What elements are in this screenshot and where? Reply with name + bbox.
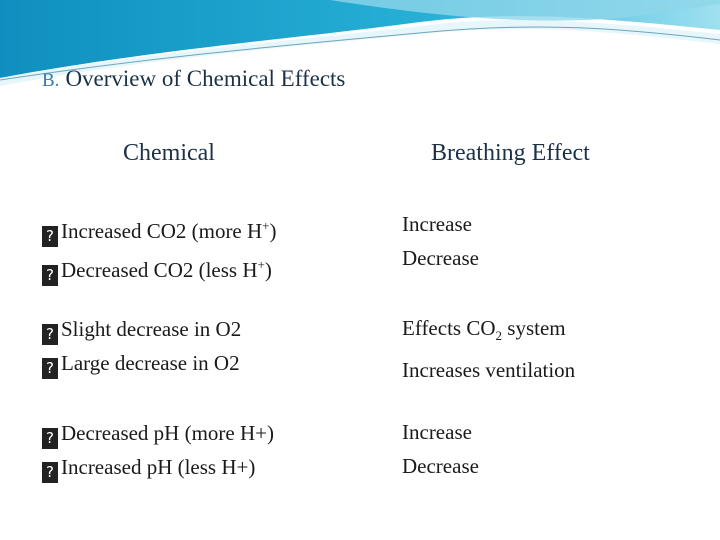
effect-item: Effects CO2 system — [402, 316, 566, 344]
effect-item: Decrease — [402, 246, 479, 270]
missing-glyph-bullet-icon: ? — [42, 462, 58, 483]
chemical-item: ? Large decrease in O2 — [42, 346, 241, 380]
effect-item: Increase — [402, 212, 472, 236]
column-header-breathing-effect: Breathing Effect — [431, 140, 590, 166]
missing-glyph-bullet-icon: ? — [42, 324, 58, 345]
column-header-chemical: Chemical — [123, 140, 215, 166]
missing-glyph-bullet-icon: ? — [42, 428, 58, 449]
effect-group-o2: Effects CO2 system Increases ventilation — [402, 311, 575, 387]
header-wave-banner — [0, 0, 720, 86]
chemical-item: ? Increased pH (less H+) — [42, 450, 274, 484]
chemical-group-o2: ? Slight decrease in O2 ? Large decrease i… — [42, 312, 241, 380]
missing-glyph-bullet-icon: ? — [42, 226, 58, 247]
slide-title: B. Overview of Chemical Effects — [42, 66, 345, 92]
missing-glyph-bullet-icon: ? — [42, 265, 58, 286]
chemical-group-co2: ? Increased CO2 (more H+) ? Decreased CO2 … — [42, 209, 277, 287]
chemical-group-ph: ? Decreased pH (more H+) ? Increased pH (l… — [42, 416, 274, 484]
effect-item: Increase — [402, 420, 472, 444]
chemical-item: ? Decreased pH (more H+) — [42, 416, 274, 450]
chemical-item: ? Increased CO2 (more H+) — [42, 209, 277, 248]
slide-title-text: Overview of Chemical Effects — [65, 66, 346, 91]
effect-item: Increases ventilation — [402, 358, 576, 383]
effect-group-ph: Increase Decrease — [402, 415, 479, 483]
slide-number: B. — [42, 70, 60, 91]
missing-glyph-bullet-icon: ? — [42, 358, 58, 379]
chemical-item: ? Slight decrease in O2 — [42, 312, 241, 346]
effect-group-co2: Increase Decrease — [402, 207, 479, 275]
chemical-item: ? Decreased CO2 (less H+) — [42, 248, 277, 287]
effect-item: Decrease — [402, 454, 479, 478]
